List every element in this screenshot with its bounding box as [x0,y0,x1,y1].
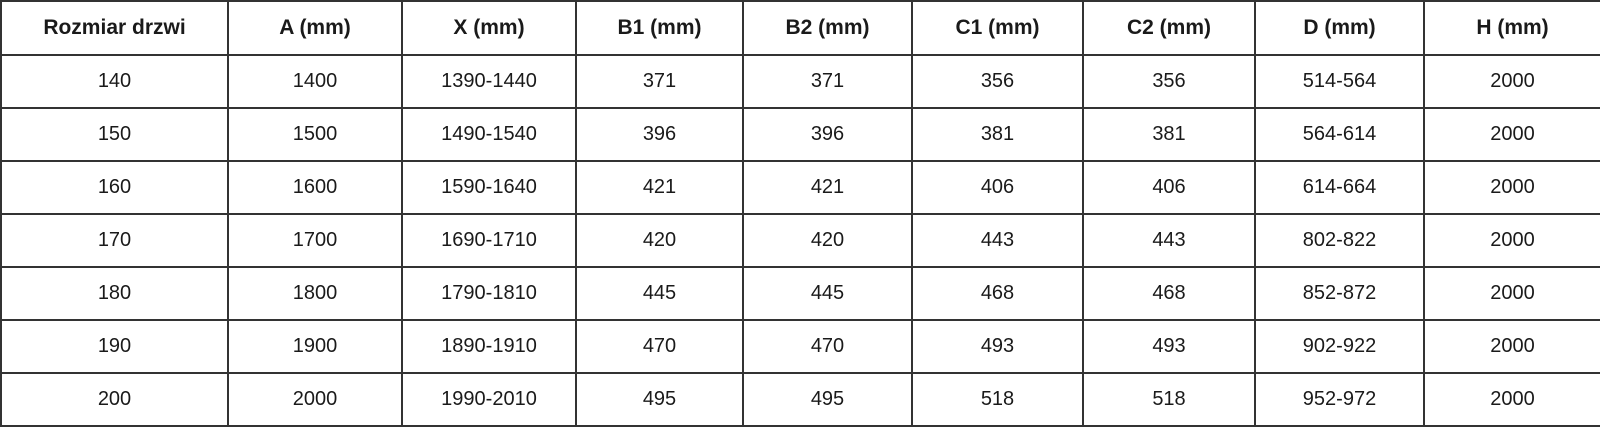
table-cell: 514-564 [1254,54,1425,109]
table-cell: 2000 [1423,54,1600,109]
table-cell: 518 [1082,372,1256,427]
column-header-5: C1 (mm) [911,0,1084,56]
table-cell: 2000 [1423,107,1600,162]
size-table-body: 140 1400 1390-1440 371 371 356 356 514-564 2000 1… [0,54,1600,427]
table-cell: 1690-1710 [401,213,577,268]
table-cell: 170 [0,213,229,268]
table-cell: 420 [742,213,913,268]
table-cell: 902-922 [1254,319,1425,374]
table-cell: 150 [0,107,229,162]
size-table-header-row: Rozmiar drzwi A (mm) X (mm) B1 (mm) B2 (mm) C… [0,0,1600,56]
table-cell: 180 [0,266,229,321]
table-cell: 421 [575,160,744,215]
table-cell: 406 [911,160,1084,215]
table-cell: 468 [911,266,1084,321]
table-cell: 470 [742,319,913,374]
table-cell: 445 [575,266,744,321]
table-cell: 2000 [1423,266,1600,321]
table-cell: 468 [1082,266,1256,321]
table-cell: 1590-1640 [401,160,577,215]
column-header-0: Rozmiar drzwi [0,0,229,56]
table-cell: 493 [1082,319,1256,374]
table-row: 190 1900 1890-1910 470 470 493 493 902-922 2000 [0,319,1600,374]
table-cell: 2000 [227,372,403,427]
table-cell: 396 [575,107,744,162]
table-cell: 495 [742,372,913,427]
table-cell: 852-872 [1254,266,1425,321]
column-header-7: D (mm) [1254,0,1425,56]
table-cell: 802-822 [1254,213,1425,268]
table-cell: 1600 [227,160,403,215]
table-cell: 1790-1810 [401,266,577,321]
table-cell: 2000 [1423,372,1600,427]
table-cell: 420 [575,213,744,268]
column-header-2: X (mm) [401,0,577,56]
table-cell: 1890-1910 [401,319,577,374]
column-header-6: C2 (mm) [1082,0,1256,56]
table-cell: 2000 [1423,319,1600,374]
table-cell: 493 [911,319,1084,374]
column-header-8: H (mm) [1423,0,1600,56]
column-header-3: B1 (mm) [575,0,744,56]
table-cell: 2000 [1423,160,1600,215]
table-cell: 1390-1440 [401,54,577,109]
table-row: 180 1800 1790-1810 445 445 468 468 852-872 2000 [0,266,1600,321]
table-cell: 1490-1540 [401,107,577,162]
table-cell: 1990-2010 [401,372,577,427]
table-row: 170 1700 1690-1710 420 420 443 443 802-822 2000 [0,213,1600,268]
table-cell: 356 [1082,54,1256,109]
table-cell: 518 [911,372,1084,427]
table-cell: 381 [1082,107,1256,162]
table-row: 140 1400 1390-1440 371 371 356 356 514-564 2000 [0,54,1600,109]
table-cell: 396 [742,107,913,162]
table-cell: 1500 [227,107,403,162]
table-cell: 371 [575,54,744,109]
table-cell: 495 [575,372,744,427]
table-cell: 443 [911,213,1084,268]
column-header-1: A (mm) [227,0,403,56]
table-cell: 140 [0,54,229,109]
table-cell: 564-614 [1254,107,1425,162]
table-cell: 1800 [227,266,403,321]
table-cell: 443 [1082,213,1256,268]
table-cell: 470 [575,319,744,374]
table-cell: 371 [742,54,913,109]
table-cell: 406 [1082,160,1256,215]
table-cell: 200 [0,372,229,427]
table-row: 160 1600 1590-1640 421 421 406 406 614-664 2000 [0,160,1600,215]
table-cell: 614-664 [1254,160,1425,215]
table-row: 200 2000 1990-2010 495 495 518 518 952-972 2000 [0,372,1600,427]
table-cell: 2000 [1423,213,1600,268]
table-cell: 190 [0,319,229,374]
table-cell: 1400 [227,54,403,109]
table-row: 150 1500 1490-1540 396 396 381 381 564-614 2000 [0,107,1600,162]
table-cell: 1900 [227,319,403,374]
table-cell: 381 [911,107,1084,162]
table-cell: 952-972 [1254,372,1425,427]
table-cell: 421 [742,160,913,215]
table-cell: 445 [742,266,913,321]
column-header-4: B2 (mm) [742,0,913,56]
table-cell: 356 [911,54,1084,109]
table-cell: 160 [0,160,229,215]
table-cell: 1700 [227,213,403,268]
